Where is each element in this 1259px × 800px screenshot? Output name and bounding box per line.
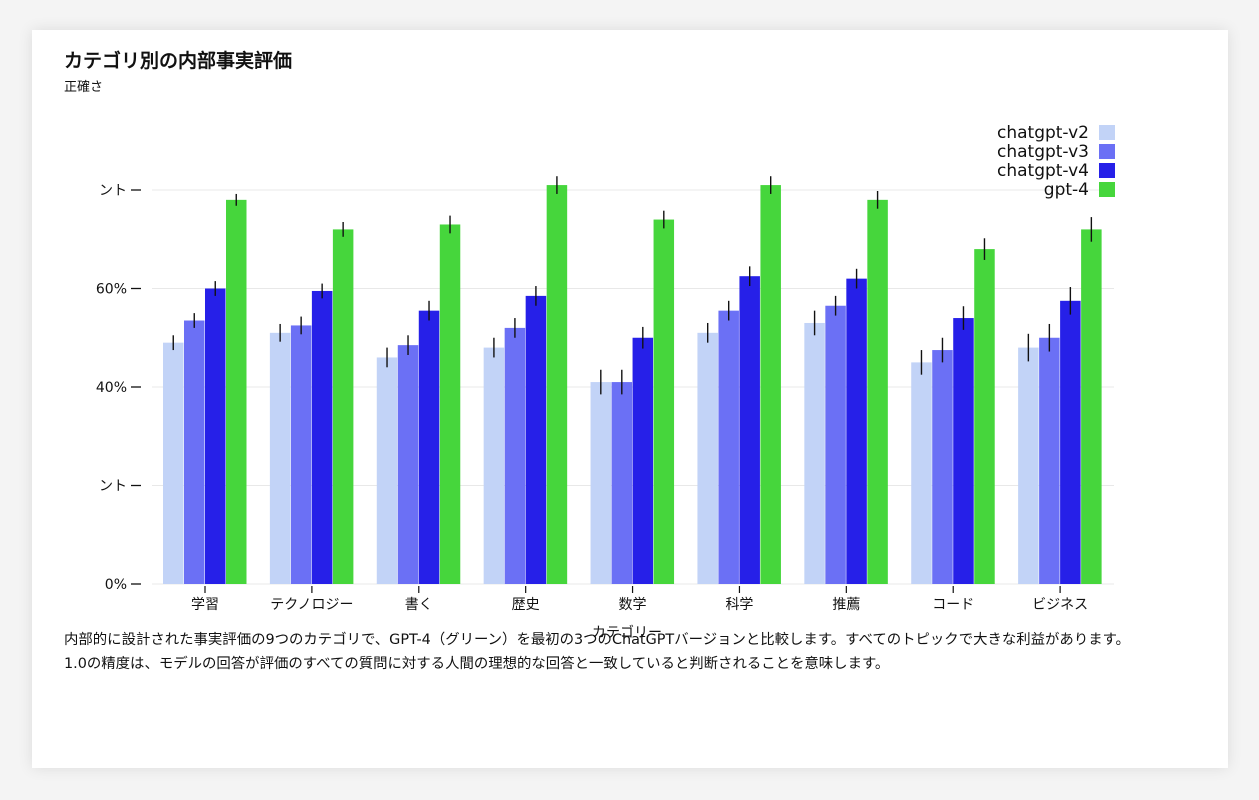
- bar-chatgpt-v4-0: [205, 288, 226, 584]
- bar-chatgpt-v4-7: [953, 318, 974, 584]
- bar-chatgpt-v3-4: [611, 382, 633, 584]
- x-axis: 学習 テクノロジー 書く 歴史 数学 科学 推薦 コード ビジネス: [191, 586, 1088, 613]
- bar-chatgpt-v3-5: [718, 310, 739, 584]
- bar-chatgpt-v2-7: [911, 362, 932, 584]
- bar-chatgpt-v2-1: [269, 332, 291, 584]
- bar-chatgpt-v4-3: [525, 295, 547, 584]
- x-tick-label: コード: [932, 597, 974, 613]
- bar-chatgpt-v4-2: [418, 310, 440, 584]
- bar-chatgpt-v3-3: [504, 327, 526, 584]
- legend-label-chatgpt-v3: chatgpt-v3: [997, 142, 1089, 162]
- x-tick-label: 歴史: [512, 597, 540, 613]
- legend-label-chatgpt-v2: chatgpt-v2: [997, 123, 1089, 143]
- x-tick-label: ビジネス: [1032, 597, 1088, 613]
- legend-swatch-chatgpt-v2: [1099, 125, 1115, 140]
- bar-chatgpt-v2-3: [483, 347, 505, 584]
- bar-chatgpt-v2-0: [163, 342, 184, 584]
- bar-gpt-4-4: [653, 219, 675, 585]
- bar-chatgpt-v4-6: [846, 278, 867, 584]
- bar-chatgpt-v2-5: [697, 332, 718, 584]
- figure-caption: 内部的に設計された事実評価の9つのカテゴリで、GPT-4（グリーン）を最初の3つ…: [64, 632, 1130, 672]
- bar-chatgpt-v3-0: [184, 320, 205, 584]
- bar-gpt-4-5: [760, 185, 781, 584]
- bar-chatgpt-v3-6: [825, 305, 846, 584]
- legend-swatch-chatgpt-v3: [1099, 144, 1115, 159]
- x-tick-label: 書く: [405, 597, 433, 613]
- y-tick-label: 0%: [105, 577, 127, 593]
- bar-chatgpt-v2-4: [590, 382, 612, 584]
- bar-gpt-4-8: [1081, 229, 1102, 584]
- bar-chatgpt-v2-2: [376, 357, 398, 584]
- y-tick-label: ント: [99, 479, 127, 495]
- x-tick-label: 数学: [619, 597, 647, 613]
- bar-gpt-4-6: [867, 199, 888, 584]
- bars: [163, 176, 1102, 585]
- bar-chatgpt-v3-8: [1039, 337, 1060, 584]
- x-tick-label: 学習: [191, 597, 219, 613]
- chart-title: カテゴリ別の内部事実評価: [64, 50, 293, 72]
- legend-label-chatgpt-v4: chatgpt-v4: [997, 161, 1089, 181]
- y-axis: 0% ント 40% 60% ント: [96, 183, 141, 593]
- bar-gpt-4-2: [439, 224, 461, 584]
- legend-label-gpt-4: gpt-4: [1044, 180, 1089, 200]
- x-tick-label: テクノロジー: [270, 597, 353, 613]
- legend-swatch-gpt-4: [1099, 182, 1115, 197]
- y-tick-label: 60%: [96, 282, 127, 298]
- bar-chatgpt-v4-4: [632, 337, 654, 584]
- x-axis-title: カテゴリー: [592, 624, 662, 641]
- bar-gpt-4-1: [332, 229, 354, 584]
- bar-chatgpt-v3-2: [397, 345, 419, 584]
- legend-swatch-chatgpt-v4: [1099, 163, 1115, 178]
- bar-chatgpt-v2-6: [804, 322, 825, 584]
- x-tick-label: 推薦: [832, 597, 860, 613]
- bar-gpt-4-7: [974, 249, 995, 584]
- bar-chatgpt-v3-7: [932, 350, 953, 584]
- y-tick-label: ント: [99, 183, 127, 199]
- y-axis-label: 正確さ: [64, 80, 104, 95]
- bar-chatgpt-v2-8: [1018, 347, 1039, 584]
- bar-chatgpt-v3-1: [290, 325, 312, 584]
- y-tick-label: 40%: [96, 380, 127, 396]
- x-tick-label: 科学: [725, 597, 753, 613]
- bar-chatgpt-v4-1: [311, 290, 333, 584]
- bar-gpt-4-3: [546, 185, 568, 584]
- bar-chatgpt-v4-8: [1060, 300, 1081, 584]
- bar-chatgpt-v4-5: [739, 276, 760, 584]
- bar-gpt-4-0: [226, 199, 247, 584]
